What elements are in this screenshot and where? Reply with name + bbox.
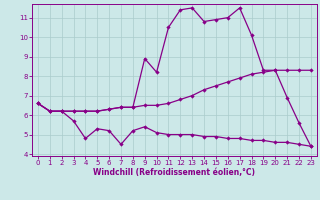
X-axis label: Windchill (Refroidissement éolien,°C): Windchill (Refroidissement éolien,°C) — [93, 168, 255, 177]
